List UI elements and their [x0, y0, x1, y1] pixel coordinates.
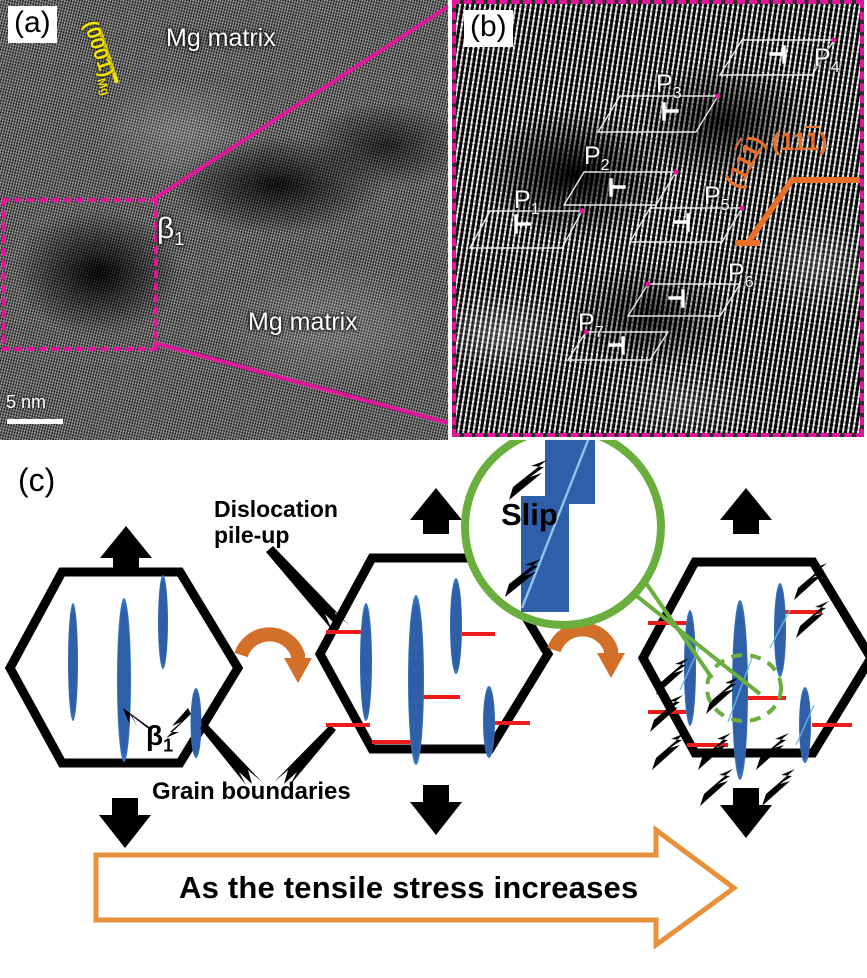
slip-precipitate-sheared	[520, 440, 595, 612]
tensile-arrow-up-2	[410, 488, 462, 534]
dislocation-label-p1: P1	[514, 186, 540, 218]
rotation-arrow-1	[234, 627, 312, 683]
burgers-circuit-p7	[566, 331, 670, 361]
dislocation-pileup-line2: pile-up	[214, 521, 290, 548]
mg-matrix-label-bottom: Mg matrix	[248, 308, 358, 336]
circuit-start-dots	[579, 37, 837, 335]
hrtem-lattice-image-a	[0, 0, 448, 440]
inset-region-box-left-edge	[2, 198, 6, 343]
tensile-stress-banner	[93, 825, 739, 950]
scalebar-label: 5 nm	[6, 392, 47, 412]
mg-matrix-label-top: Mg matrix	[166, 24, 276, 52]
scalebar-line	[7, 419, 63, 424]
rotation-arrow-2	[547, 622, 625, 678]
slip-direction-arrows	[505, 460, 547, 597]
slip-caption: Slip	[501, 497, 558, 532]
grain-boundary-pointer-right	[274, 725, 336, 785]
panel-a-label: (a)	[8, 6, 57, 43]
tensile-arrow-up-1	[100, 526, 152, 572]
slip-zone-marker	[705, 653, 783, 723]
tensile-arrow-up-3	[720, 488, 772, 534]
plane-indicator-lines	[735, 177, 860, 246]
inset-connector-bottom	[153, 341, 448, 425]
panel-b-label: (b)	[464, 10, 513, 47]
plane-label-111bar-horizontal: (111)	[772, 128, 828, 156]
dislocation-label-p5: P5	[704, 182, 730, 214]
panel-a-overlay	[152, 4, 448, 425]
dislocation-pileup-caption: Dislocation pile-up	[214, 496, 338, 549]
inset-connector-top	[152, 4, 448, 201]
panel-b-hrtem-magnified: (b) P1 P2 P3 P4 P5 P6 P7 (111) (111)	[452, 0, 864, 437]
beta1-precipitate-label: β1	[157, 212, 185, 249]
slip-arrows-stage-3	[650, 563, 829, 806]
dislocation-pileup-pointer	[266, 546, 350, 630]
tensile-arrow-down-2	[410, 785, 462, 835]
beta1-schematic-label: β1	[146, 720, 174, 756]
grain-boundary-pointer-left	[200, 723, 262, 785]
slip-inset	[461, 440, 762, 696]
panel-b-overlay	[468, 37, 860, 361]
precipitates-stage-1	[68, 575, 202, 762]
panel-c-graphics	[4, 440, 867, 950]
dislocation-symbols	[514, 45, 786, 355]
grain-boundaries-caption: Grain boundaries	[152, 778, 351, 805]
tensile-arrow-down-3	[720, 788, 772, 838]
dislocation-label-p2: P2	[584, 142, 610, 174]
panel-c-schematic: (c) Dislocation pile-up Slip β1 Grain bo…	[0, 440, 867, 978]
tensile-stress-banner-text: As the tensile stress increases	[179, 870, 639, 905]
panel-c-label: (c)	[18, 462, 56, 498]
dislocation-pileup-line1: Dislocation	[214, 496, 338, 522]
dislocation-label-p6: P6	[728, 259, 754, 291]
burgers-circuit-p6	[626, 283, 742, 317]
inset-region-box	[2, 198, 158, 351]
panel-a-hrtem: (a) Mg matrix Mg matrix β1 (0001)Mg 5 nm	[0, 0, 448, 440]
tensile-arrow-down-1	[99, 798, 151, 848]
dislocation-label-p7: P7	[578, 309, 604, 341]
grain-stage-3	[637, 557, 867, 806]
dislocation-label-p4: P4	[814, 44, 840, 76]
grain-stage-1	[4, 567, 244, 768]
beta1-pointer-arrows-stage-1	[123, 708, 191, 738]
dislocation-label-p3: P3	[656, 70, 682, 102]
precipitates-stage-2	[360, 578, 495, 765]
